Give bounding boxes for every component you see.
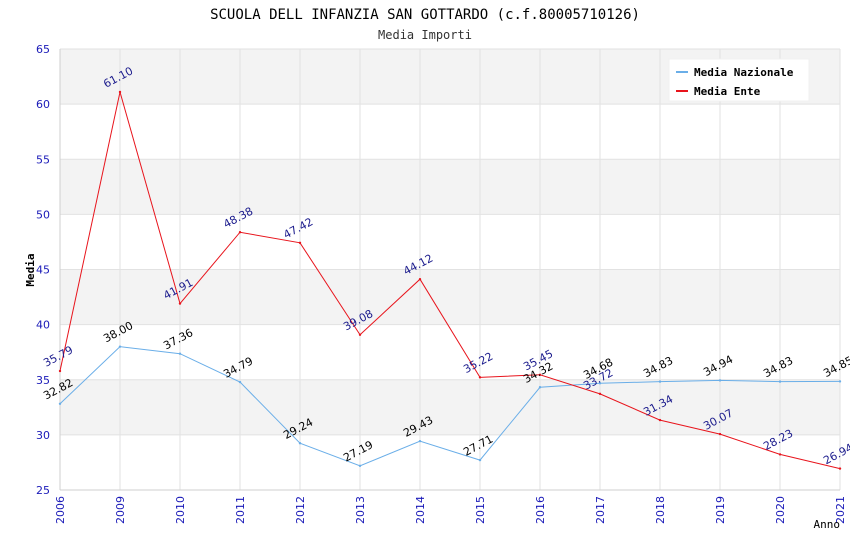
data-point — [298, 241, 302, 245]
grid-lines — [59, 48, 841, 491]
y-tick-label: 40 — [36, 319, 50, 332]
plot-background — [60, 49, 840, 490]
legend-entry: Media Nazionale — [694, 66, 794, 79]
x-tick-label: 2021 — [834, 496, 847, 524]
y-tick-label: 25 — [36, 484, 50, 497]
x-tick-label: 2018 — [654, 496, 667, 524]
data-point — [178, 352, 182, 355]
series-line-media-ente — [59, 91, 841, 470]
data-point — [838, 380, 842, 383]
x-axis-label: Anno — [814, 518, 841, 531]
data-point — [478, 458, 482, 462]
series-line-media-nazionale — [59, 346, 841, 467]
data-point — [598, 382, 602, 385]
y-tick-label: 30 — [36, 429, 50, 442]
legend-entry: Media Ente — [694, 85, 761, 98]
data-point — [718, 432, 722, 436]
series-lines — [58, 90, 842, 470]
y-tick-label: 35 — [36, 374, 50, 387]
data-point — [58, 402, 62, 405]
y-tick-label: 65 — [36, 43, 50, 56]
data-point — [598, 392, 602, 396]
plot-band — [60, 159, 840, 215]
x-tick-label: 2011 — [234, 496, 247, 524]
data-point — [178, 302, 182, 305]
plot-band — [60, 269, 840, 325]
x-tick-label: 2014 — [414, 496, 427, 524]
data-point — [418, 439, 422, 443]
legend: Media Nazionale Media Ente — [668, 58, 810, 102]
y-tick-label: 55 — [36, 153, 50, 166]
data-point — [778, 380, 782, 383]
data-point — [58, 369, 62, 373]
x-tick-label: 2016 — [534, 496, 547, 524]
x-tick-label: 2009 — [114, 496, 127, 524]
chart-subtitle: Media Importi — [378, 28, 472, 42]
data-point — [658, 380, 662, 383]
plot-band — [60, 104, 840, 160]
x-tick-label: 2013 — [354, 496, 367, 524]
data-point — [238, 231, 242, 234]
data-point — [658, 418, 662, 422]
plot-band — [60, 214, 840, 270]
x-tick-label: 2019 — [714, 496, 727, 524]
data-point — [358, 333, 362, 336]
data-point — [118, 345, 122, 348]
y-axis-ticks: 25 30 35 40 45 50 55 60 65 — [36, 43, 50, 497]
data-point — [838, 467, 842, 470]
y-tick-label: 45 — [36, 264, 50, 277]
plot-band — [60, 379, 840, 435]
data-point — [118, 90, 122, 94]
x-tick-label: 2010 — [174, 496, 187, 524]
legend-box — [668, 58, 810, 102]
data-point — [238, 380, 242, 384]
y-tick-label: 60 — [36, 98, 50, 111]
x-tick-label: 2012 — [294, 496, 307, 524]
data-point — [538, 373, 542, 376]
plot-band — [60, 324, 840, 380]
data-point — [418, 278, 422, 281]
data-point — [478, 376, 482, 379]
data-point — [298, 442, 302, 445]
x-axis-ticks: 2006 2009 2010 2011 2012 2013 2014 2015 2016 2017… — [54, 496, 847, 524]
data-point — [538, 386, 542, 389]
x-tick-label: 2020 — [774, 496, 787, 524]
y-tick-label: 50 — [36, 208, 50, 221]
data-point — [718, 379, 722, 382]
x-tick-label: 2015 — [474, 496, 487, 524]
chart-title: SCUOLA DELL INFANZIA SAN GOTTARDO (c.f.8… — [210, 7, 640, 23]
x-tick-label: 2006 — [54, 496, 67, 524]
y-axis-label: Media — [24, 253, 37, 286]
x-tick-label: 2017 — [594, 496, 607, 524]
plot-band — [60, 434, 840, 490]
data-point — [778, 453, 782, 456]
data-point — [358, 464, 362, 468]
